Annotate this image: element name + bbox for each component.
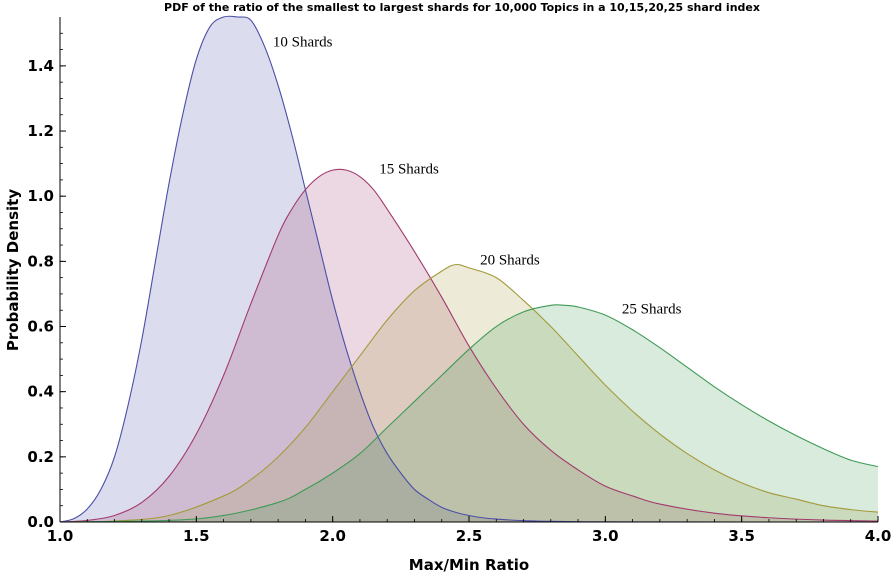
y-tick-label: 0.8 [27, 252, 54, 270]
curve-labels: 10 Shards 15 Shards 20 Shards 25 Shards [273, 34, 682, 317]
plot-area [59, 15, 879, 523]
area-10-shards [60, 16, 878, 523]
x-tick-label: 1.5 [183, 527, 210, 545]
area-20-shards [60, 264, 878, 522]
area-15-shards [60, 169, 878, 522]
curve-label-15-shards: 15 Shards [379, 161, 439, 177]
y-axis-title: Probability Density [4, 189, 22, 351]
y-tick-label: 1.0 [27, 187, 54, 205]
y-tick-label: 0.2 [27, 448, 54, 466]
x-tick-label: 3.5 [728, 527, 755, 545]
area-25-shards [60, 304, 878, 522]
x-axis-title: Max/Min Ratio [409, 556, 529, 574]
x-tick-label: 4.0 [865, 527, 892, 545]
x-axis-ticks: 1.0 1.5 2.0 2.5 3.0 3.5 4.0 [47, 516, 892, 545]
curve-label-25-shards: 25 Shards [622, 301, 682, 317]
curve-label-20-shards: 20 Shards [480, 253, 540, 269]
x-tick-label: 3.0 [592, 527, 619, 545]
line-20-shards [59, 263, 879, 523]
x-tick-label: 2.5 [456, 527, 483, 545]
curve-label-10-shards: 10 Shards [273, 34, 333, 50]
y-tick-label: 1.2 [27, 122, 54, 140]
x-tick-label: 1.0 [47, 527, 74, 545]
y-tick-label: 1.4 [27, 57, 54, 75]
chart-title: PDF of the ratio of the smallest to larg… [164, 1, 760, 14]
x-tick-label: 2.0 [319, 527, 346, 545]
y-tick-label: 0.0 [27, 513, 54, 531]
y-tick-label: 0.6 [27, 318, 54, 336]
line-25-shards [59, 304, 879, 523]
line-15-shards [59, 168, 879, 523]
y-tick-label: 0.4 [27, 383, 54, 401]
y-axis-ticks: 0.0 0.2 0.4 0.6 0.8 1.0 1.2 1.4 [27, 32, 66, 531]
